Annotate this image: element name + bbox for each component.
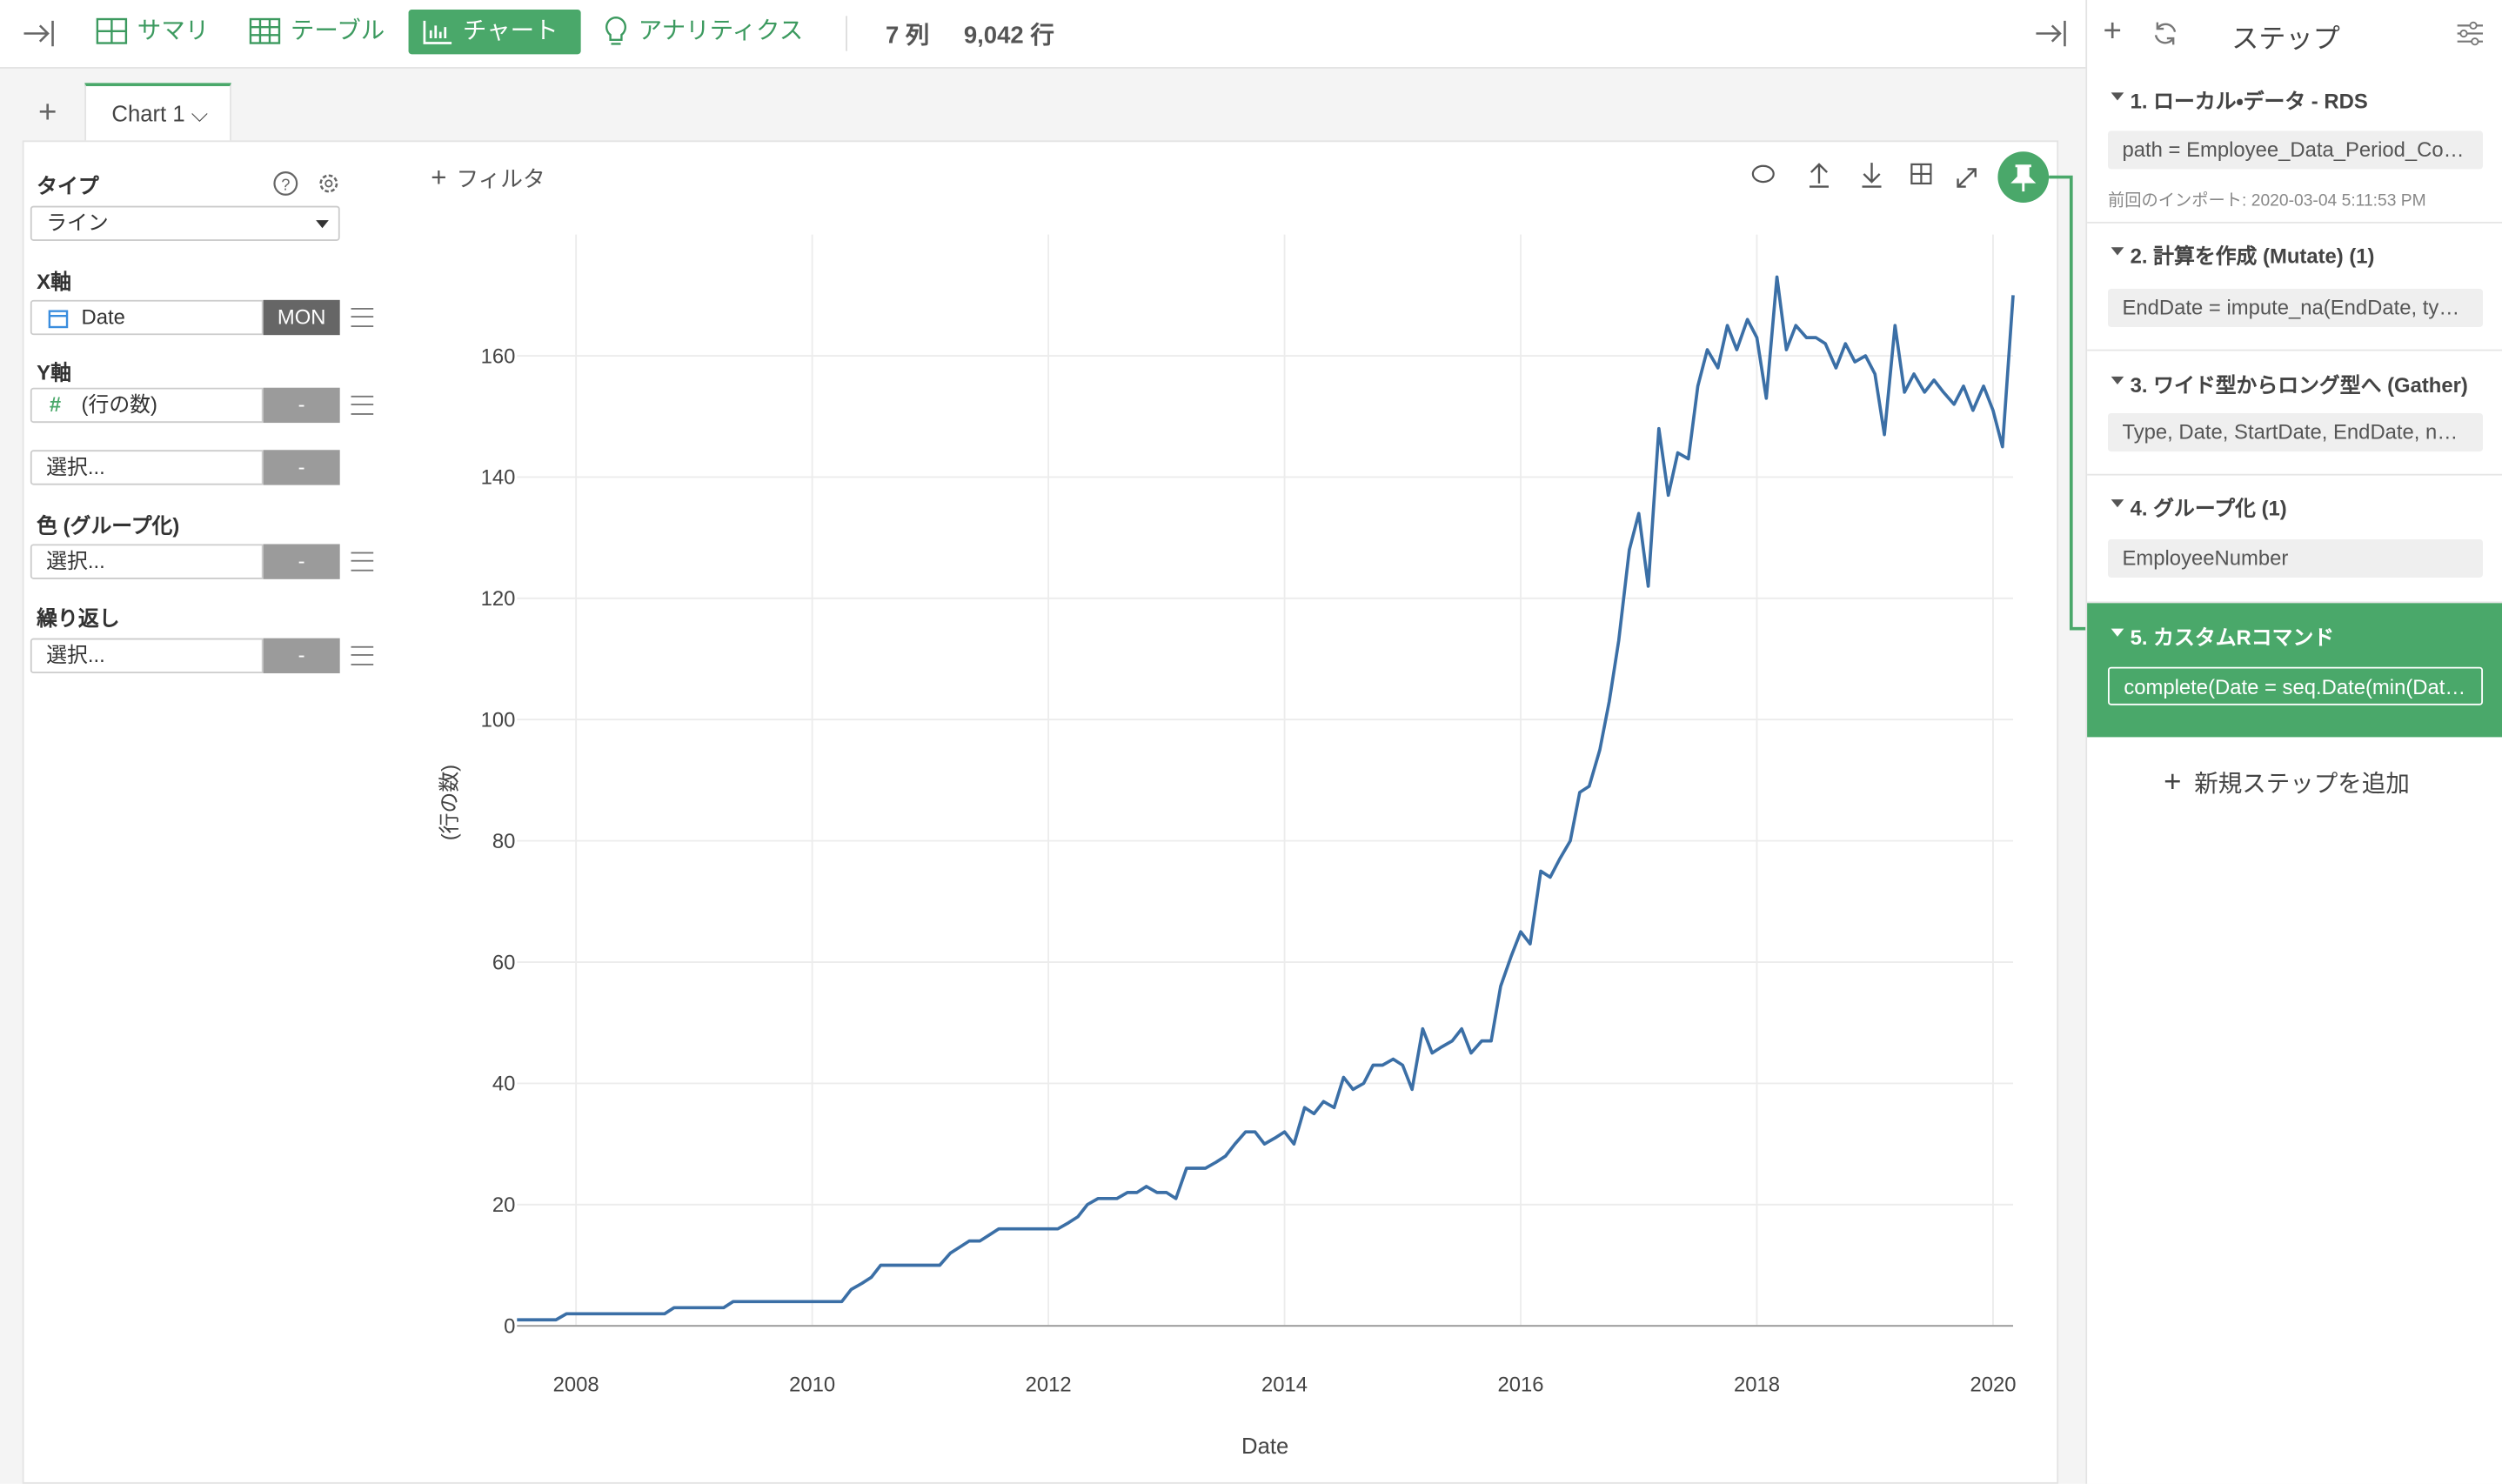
tab-label: チャート <box>462 17 559 45</box>
data-line <box>517 275 2015 1322</box>
y-tick-label: 0 <box>504 1314 515 1338</box>
refresh-icon[interactable] <box>2151 19 2180 48</box>
collapse-icon[interactable] <box>23 17 57 50</box>
step-detail: Type, Date, StartDate, EndDate, n… <box>2107 413 2484 452</box>
y-tick-label: 100 <box>481 708 516 732</box>
filter-label: フィルタ <box>456 165 545 192</box>
y2-field[interactable]: 選択... <box>30 450 264 485</box>
add-chart[interactable]: + <box>38 96 57 131</box>
column-count: 7 列 <box>885 22 930 50</box>
step-detail: EndDate = impute_na(EndDate, typ… <box>2107 288 2484 328</box>
type-value: ライン <box>46 211 109 235</box>
tab-analytics[interactable]: アナリティクス <box>591 10 816 54</box>
settings-icon[interactable] <box>2456 21 2485 46</box>
step-detail: complete(Date = seq.Date(min(Date… <box>2107 666 2484 705</box>
x-field[interactable]: Date <box>30 299 264 336</box>
y-tick-label: 120 <box>481 587 516 611</box>
steps-title: ステップ <box>2231 23 2340 55</box>
filter-button[interactable]: + フィルタ <box>431 163 545 193</box>
menu-icon[interactable] <box>351 645 374 665</box>
x-tick-label: 2008 <box>553 1373 599 1396</box>
row-count: 9,042 行 <box>963 22 1054 50</box>
y-tick-label: 160 <box>481 344 516 368</box>
y-tick-label: 140 <box>481 466 516 490</box>
tab-summary[interactable]: サマリ <box>83 10 222 54</box>
color-label: 色 (グループ化) <box>37 513 180 538</box>
toolbar: サマリ テーブル チャート アナリティクス 7 列 9,042 行 <box>0 0 2502 69</box>
y-axis-title: (行の数) <box>438 765 462 840</box>
step[interactable]: 2. 計算を作成 (Mutate) (1) EndDate = impute_n… <box>2087 224 2502 351</box>
x-tick-label: 2014 <box>1261 1373 1308 1396</box>
tab-chart[interactable]: チャート <box>408 10 581 55</box>
x-tick-label: 2016 <box>1498 1373 1544 1396</box>
x-axis-label: X軸 <box>37 269 71 294</box>
tab-label: テーブル <box>290 17 385 45</box>
step-title: 2. 計算を作成 (Mutate) (1) <box>2111 239 2375 270</box>
menu-icon[interactable] <box>351 551 374 572</box>
y-field[interactable]: # (行の数) <box>30 387 264 424</box>
add-step-icon[interactable]: + <box>2103 14 2122 50</box>
svg-text:?: ? <box>281 175 290 193</box>
x-tick-label: 2012 <box>1026 1373 1072 1396</box>
steps-panel: + ステップ 1. ローカル・データ - RDS path = Employee… <box>2085 0 2502 1484</box>
y2-agg[interactable]: - <box>263 450 340 485</box>
separator <box>846 16 847 51</box>
y-agg[interactable]: - <box>263 387 340 424</box>
repeat-field[interactable]: 選択... <box>30 638 264 674</box>
type-label: タイプ <box>37 173 99 198</box>
y-axis-label: Y軸 <box>37 360 71 385</box>
chart-tab[interactable]: Chart 1 ⌵ <box>84 83 231 143</box>
tab-table[interactable]: テーブル <box>236 10 397 54</box>
type-select[interactable]: ライン <box>30 205 340 241</box>
repeat-label: 繰り返し <box>37 605 120 631</box>
chart-actions[interactable] <box>1746 157 1985 195</box>
menu-icon[interactable] <box>351 395 374 415</box>
step[interactable]: 3. ワイド型からロング型へ (Gather) Type, Date, Star… <box>2087 351 2502 476</box>
step[interactable]: 4. グループ化 (1) EmployeeNumber <box>2087 476 2502 604</box>
y-tick-label: 40 <box>492 1073 516 1096</box>
repeat-agg[interactable]: - <box>263 638 340 674</box>
y-field-value: (行の数) <box>81 392 157 417</box>
step-detail: path = Employee_Data_Period_Co… <box>2107 130 2484 170</box>
add-step-label: 新規ステップを追加 <box>2194 770 2410 799</box>
x-agg[interactable]: MON <box>263 299 340 336</box>
x-field-value: Date <box>81 304 125 329</box>
x-axis-title: Date <box>1241 1434 1288 1459</box>
step-title: 1. ローカル・データ - RDS <box>2111 84 2368 115</box>
chart-tab-label: Chart 1 <box>111 100 185 126</box>
x-tick-label: 2020 <box>1970 1373 2016 1396</box>
tab-label: サマリ <box>137 17 210 45</box>
menu-icon[interactable] <box>351 308 374 328</box>
step-active[interactable]: 5. カスタムRコマンド complete(Date = seq.Date(mi… <box>2087 603 2502 738</box>
step-title: 5. カスタムRコマンド <box>2111 621 2334 652</box>
step-title: 4. グループ化 (1) <box>2111 491 2287 522</box>
pin-connector[interactable] <box>1997 150 2092 632</box>
y-tick-label: 20 <box>492 1193 516 1217</box>
step[interactable]: 1. ローカル・データ - RDS path = Employee_Data_P… <box>2087 67 2502 224</box>
tab-label: アナリティクス <box>638 17 804 45</box>
step-note: 前回のインポート: 2020-03-04 5:11:53 PM <box>2107 191 2426 211</box>
step-detail: EmployeeNumber <box>2107 538 2484 578</box>
x-tick-label: 2010 <box>789 1373 835 1396</box>
help-settings-icons[interactable]: ? <box>273 169 346 197</box>
x-tick-label: 2018 <box>1734 1373 1780 1396</box>
y-tick-label: 60 <box>492 951 516 974</box>
chart: 2008 2010 2012 2014 2016 2018 2020 0 20 40 60 80 100… <box>438 234 2016 1459</box>
y-tick-label: 80 <box>492 830 516 853</box>
collapse-right-icon[interactable] <box>2035 17 2070 50</box>
add-step-button[interactable]: + 新規ステップを追加 <box>2164 765 2410 799</box>
color-agg[interactable]: - <box>263 544 340 579</box>
color-field[interactable]: 選択... <box>30 544 264 579</box>
step-title: 3. ワイド型からロング型へ (Gather) <box>2111 369 2468 399</box>
